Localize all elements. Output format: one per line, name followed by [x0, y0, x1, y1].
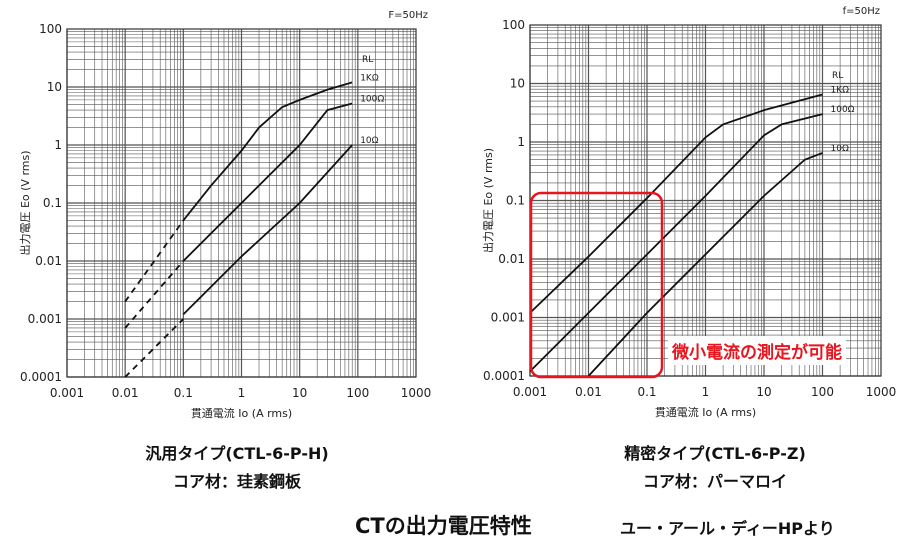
series-line — [182, 81, 353, 222]
left-type-caption: 汎用タイプ(CTL-6-P-H) — [145, 444, 329, 463]
x-tick-label: 1000 — [866, 385, 897, 399]
x-tick-label: 1 — [238, 386, 246, 400]
series-line — [529, 113, 823, 373]
plot-frame — [529, 24, 882, 377]
highlight-box — [529, 191, 664, 379]
x-tick-label: 0.01 — [112, 386, 139, 400]
y-tick-label: 100 — [502, 18, 525, 32]
x-axis-label: 貫通電流 Io (A rms) — [655, 405, 756, 419]
x-tick-label: 100 — [346, 386, 369, 400]
right-type-caption: 精密タイプ(CTL-6-P-Z) — [624, 444, 806, 463]
series-line — [587, 152, 823, 377]
y-tick-label: 1 — [54, 138, 62, 152]
highlight-note: 微小電流の測定が可能 — [668, 336, 846, 365]
y-tick-label: 0.0001 — [20, 370, 62, 384]
series-dashed-line — [124, 318, 184, 378]
source-note: ユー・アール・ディーHPより — [620, 519, 835, 538]
series-dashed-line — [124, 260, 185, 329]
y-tick-label: 0.001 — [491, 311, 525, 325]
series-line — [182, 144, 353, 316]
left-core-caption: コア材：珪素鋼板 — [172, 472, 301, 491]
x-tick-label: 0.1 — [637, 385, 656, 399]
series-label: 1KΩ — [831, 85, 850, 95]
series-label: 10Ω — [831, 144, 849, 154]
series-label: 1KΩ — [360, 73, 379, 83]
x-tick-label: 0.01 — [575, 385, 602, 399]
series-label: 10Ω — [360, 136, 378, 146]
x-tick-label: 0.1 — [174, 386, 193, 400]
series-line — [529, 93, 823, 314]
y-tick-label: 1 — [517, 135, 525, 149]
y-tick-label: 0.1 — [506, 194, 525, 208]
x-tick-label: 100 — [811, 385, 834, 399]
y-tick-label: 10 — [47, 80, 62, 94]
x-tick-label: 0.001 — [50, 386, 84, 400]
y-tick-label: 0.01 — [498, 252, 525, 266]
y-tick-label: 10 — [510, 77, 525, 91]
figure-title: CTの出力電圧特性 — [355, 514, 532, 538]
legend-title: RL — [832, 71, 843, 81]
y-tick-label: 0.0001 — [483, 369, 525, 383]
frequency-label: F=50Hz — [388, 10, 428, 21]
x-axis-label: 貫通電流 Io (A rms) — [191, 406, 292, 420]
y-tick-label: 0.1 — [43, 196, 62, 210]
series-label: 100Ω — [360, 94, 384, 104]
x-tick-label: 1 — [702, 385, 710, 399]
legend-title: RL — [362, 55, 373, 65]
x-tick-label: 10 — [292, 386, 307, 400]
y-tick-label: 100 — [39, 22, 62, 36]
plot-frame — [66, 28, 417, 378]
series-line — [182, 102, 353, 262]
y-tick-label: 0.01 — [35, 254, 62, 268]
right-core-caption: コア材：パーマロイ — [642, 472, 787, 491]
series-dashed-line — [124, 219, 185, 303]
x-tick-label: 10 — [756, 385, 771, 399]
x-tick-label: 0.001 — [513, 385, 547, 399]
frequency-label: f=50Hz — [843, 6, 880, 17]
y-axis-label: 出力電圧 Eo (V rms) — [481, 148, 495, 253]
y-axis-label: 出力電圧 Eo (V rms) — [18, 150, 32, 255]
series-label: 100Ω — [831, 105, 855, 115]
y-tick-label: 0.001 — [28, 312, 62, 326]
x-tick-label: 1000 — [401, 386, 432, 400]
